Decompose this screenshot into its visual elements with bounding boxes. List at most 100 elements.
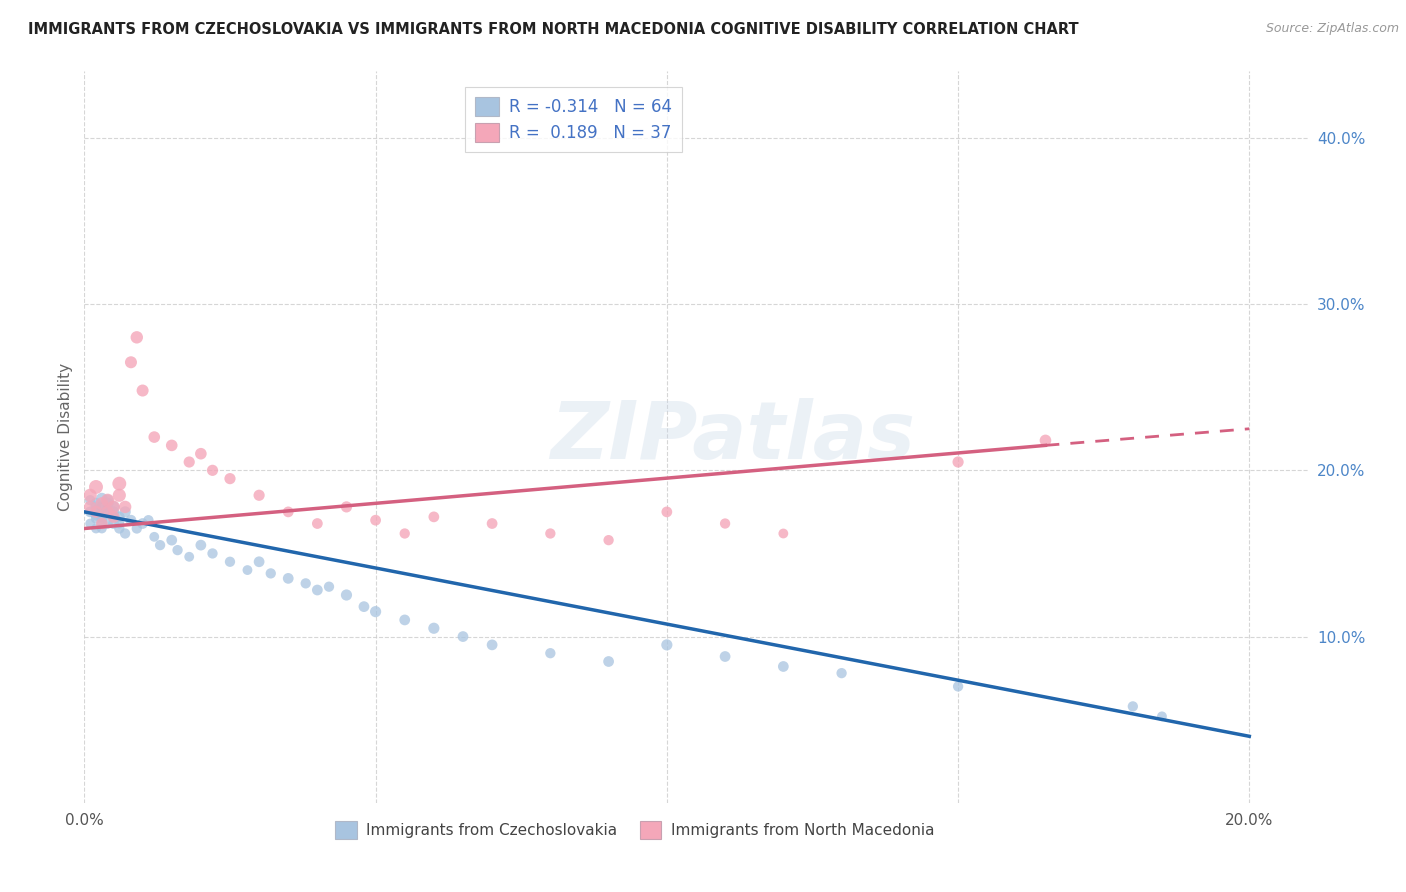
Point (90, 509, 112, 524)
Point (247, 488, 270, 502)
Point (84, 497, 107, 511)
Point (714, 516, 737, 531)
Point (307, 582, 329, 597)
Point (103, 509, 125, 524)
Y-axis label: Cognitive Disability: Cognitive Disability (58, 363, 73, 511)
Point (179, 549, 201, 564)
Point (160, 438, 183, 452)
Point (451, 630, 474, 644)
Point (120, 513, 142, 527)
Point (114, 500, 136, 514)
Point (831, 666, 853, 681)
Point (201, 463, 224, 477)
Point (307, 516, 329, 531)
Point (277, 505, 299, 519)
Point (79, 505, 101, 519)
Point (97, 497, 120, 511)
Point (714, 649, 737, 664)
Point (772, 659, 794, 673)
Point (114, 526, 136, 541)
Point (353, 599, 375, 614)
Point (114, 505, 136, 519)
Point (79, 500, 101, 514)
Point (84, 511, 107, 525)
Point (335, 500, 357, 514)
Point (201, 546, 224, 560)
Point (294, 576, 316, 591)
Text: IMMIGRANTS FROM CZECHOSLOVAKIA VS IMMIGRANTS FROM NORTH MACEDONIA COGNITIVE DISA: IMMIGRANTS FROM CZECHOSLOVAKIA VS IMMIGR… (28, 22, 1078, 37)
Point (84, 508, 107, 523)
Point (108, 516, 131, 531)
Point (655, 638, 678, 652)
Point (103, 509, 125, 524)
Point (103, 500, 125, 514)
Point (219, 472, 242, 486)
Point (108, 509, 131, 524)
Point (1122, 699, 1144, 714)
Point (247, 555, 270, 569)
Point (179, 455, 201, 469)
Point (423, 621, 446, 635)
Point (90, 511, 112, 525)
Point (97, 516, 120, 531)
Point (90, 500, 112, 514)
Point (481, 638, 503, 652)
Point (160, 533, 183, 548)
Point (79, 488, 101, 502)
Point (131, 384, 153, 398)
Point (364, 605, 387, 619)
Point (103, 516, 125, 531)
Point (219, 555, 242, 569)
Point (90, 491, 112, 506)
Point (97, 493, 120, 508)
Point (108, 488, 131, 502)
Point (90, 521, 112, 535)
Point (120, 355, 142, 369)
Point (481, 516, 503, 531)
Point (318, 580, 340, 594)
Point (394, 613, 416, 627)
Text: Source: ZipAtlas.com: Source: ZipAtlas.com (1265, 22, 1399, 36)
Point (97, 507, 120, 521)
Point (598, 533, 620, 548)
Point (90, 515, 112, 529)
Point (138, 513, 160, 527)
Point (143, 530, 166, 544)
Point (103, 505, 125, 519)
Point (97, 505, 120, 519)
Point (84, 521, 107, 535)
Point (84, 505, 107, 519)
Point (125, 330, 148, 344)
Point (1035, 434, 1057, 448)
Point (260, 566, 283, 581)
Point (90, 516, 112, 531)
Point (103, 500, 125, 514)
Point (97, 493, 120, 508)
Point (236, 563, 259, 577)
Point (90, 497, 112, 511)
Point (946, 680, 969, 694)
Point (364, 513, 387, 527)
Point (125, 521, 148, 535)
Point (84, 480, 107, 494)
Point (946, 455, 969, 469)
Point (277, 571, 299, 585)
Point (79, 493, 101, 508)
Point (598, 655, 620, 669)
Point (108, 521, 131, 535)
Legend: Immigrants from Czechoslovakia, Immigrants from North Macedonia: Immigrants from Czechoslovakia, Immigran… (328, 814, 942, 847)
Point (108, 476, 131, 491)
Text: ZIPatlas: ZIPatlas (550, 398, 915, 476)
Point (655, 505, 678, 519)
Point (131, 516, 153, 531)
Point (143, 430, 166, 444)
Point (84, 500, 107, 514)
Point (394, 526, 416, 541)
Point (190, 538, 212, 552)
Point (772, 526, 794, 541)
Point (538, 646, 561, 660)
Point (190, 447, 212, 461)
Point (79, 516, 101, 531)
Point (166, 543, 188, 558)
Point (97, 505, 120, 519)
